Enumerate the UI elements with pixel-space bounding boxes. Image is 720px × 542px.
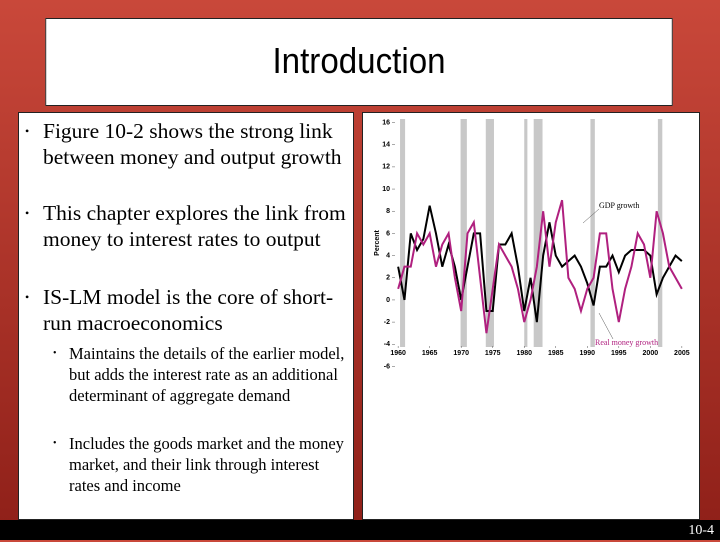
shaded-period [657,119,663,347]
shaded-period [460,119,467,347]
x-tick-label: 2000 [643,350,659,357]
bullet: This chapter explores the link from mone… [25,200,348,252]
x-tick-label: 1970 [453,350,469,357]
y-tick-label: 14 [382,142,390,149]
x-tick-label: 1995 [611,350,627,357]
y-tick-label: -2 [384,319,390,326]
slide-title: Introduction [45,18,673,106]
annotation-pointer [598,312,614,340]
annotation-pointer [582,208,600,224]
bullet: Figure 10-2 shows the strong link betwee… [25,118,348,170]
x-tick-label: 1965 [422,350,438,357]
y-tick-label: 10 [382,186,390,193]
x-tick-label: 1990 [579,350,595,357]
bullet: IS-LM model is the core of short-run mac… [25,284,348,336]
y-tick-label: -4 [384,341,390,348]
y-tick-label: 6 [386,230,390,237]
x-tick-label: 1960 [390,350,406,357]
annotation: Real money growth [595,338,658,347]
y-tick-label: 8 [386,208,390,215]
y-axis-label: Percent [374,229,381,255]
shaded-period [485,119,494,347]
shaded-period [533,119,543,347]
shaded-period [524,119,528,347]
y-tick-label: 16 [382,119,390,126]
x-tick-label: 1980 [516,350,532,357]
y-tick-label: 4 [386,252,390,259]
y-tick-label: 2 [386,275,390,282]
y-tick-label: 0 [386,297,390,304]
shaded-period [400,119,406,347]
x-tick-label: 2005 [674,350,690,357]
annotation: GDP growth [599,201,639,210]
series-line [397,199,683,334]
x-tick-label: 1985 [548,350,564,357]
footer: 10-4 [0,520,720,540]
figure-panel: Percent 16 14 12 10 8 6 4 2 0 -2 -4 -6 1960 1965 1970 1… [362,112,700,520]
y-tick-label: -6 [384,363,390,370]
y-tick-label: 12 [382,164,390,171]
sub-bullet: Includes the goods market and the money … [53,433,351,496]
x-tick-label: 1975 [485,350,501,357]
sub-bullet: Maintains the details of the earlier mod… [53,343,351,406]
shaded-period [590,119,595,347]
text-panel: Figure 10-2 shows the strong link betwee… [18,112,354,520]
page-number: 10-4 [688,523,714,538]
